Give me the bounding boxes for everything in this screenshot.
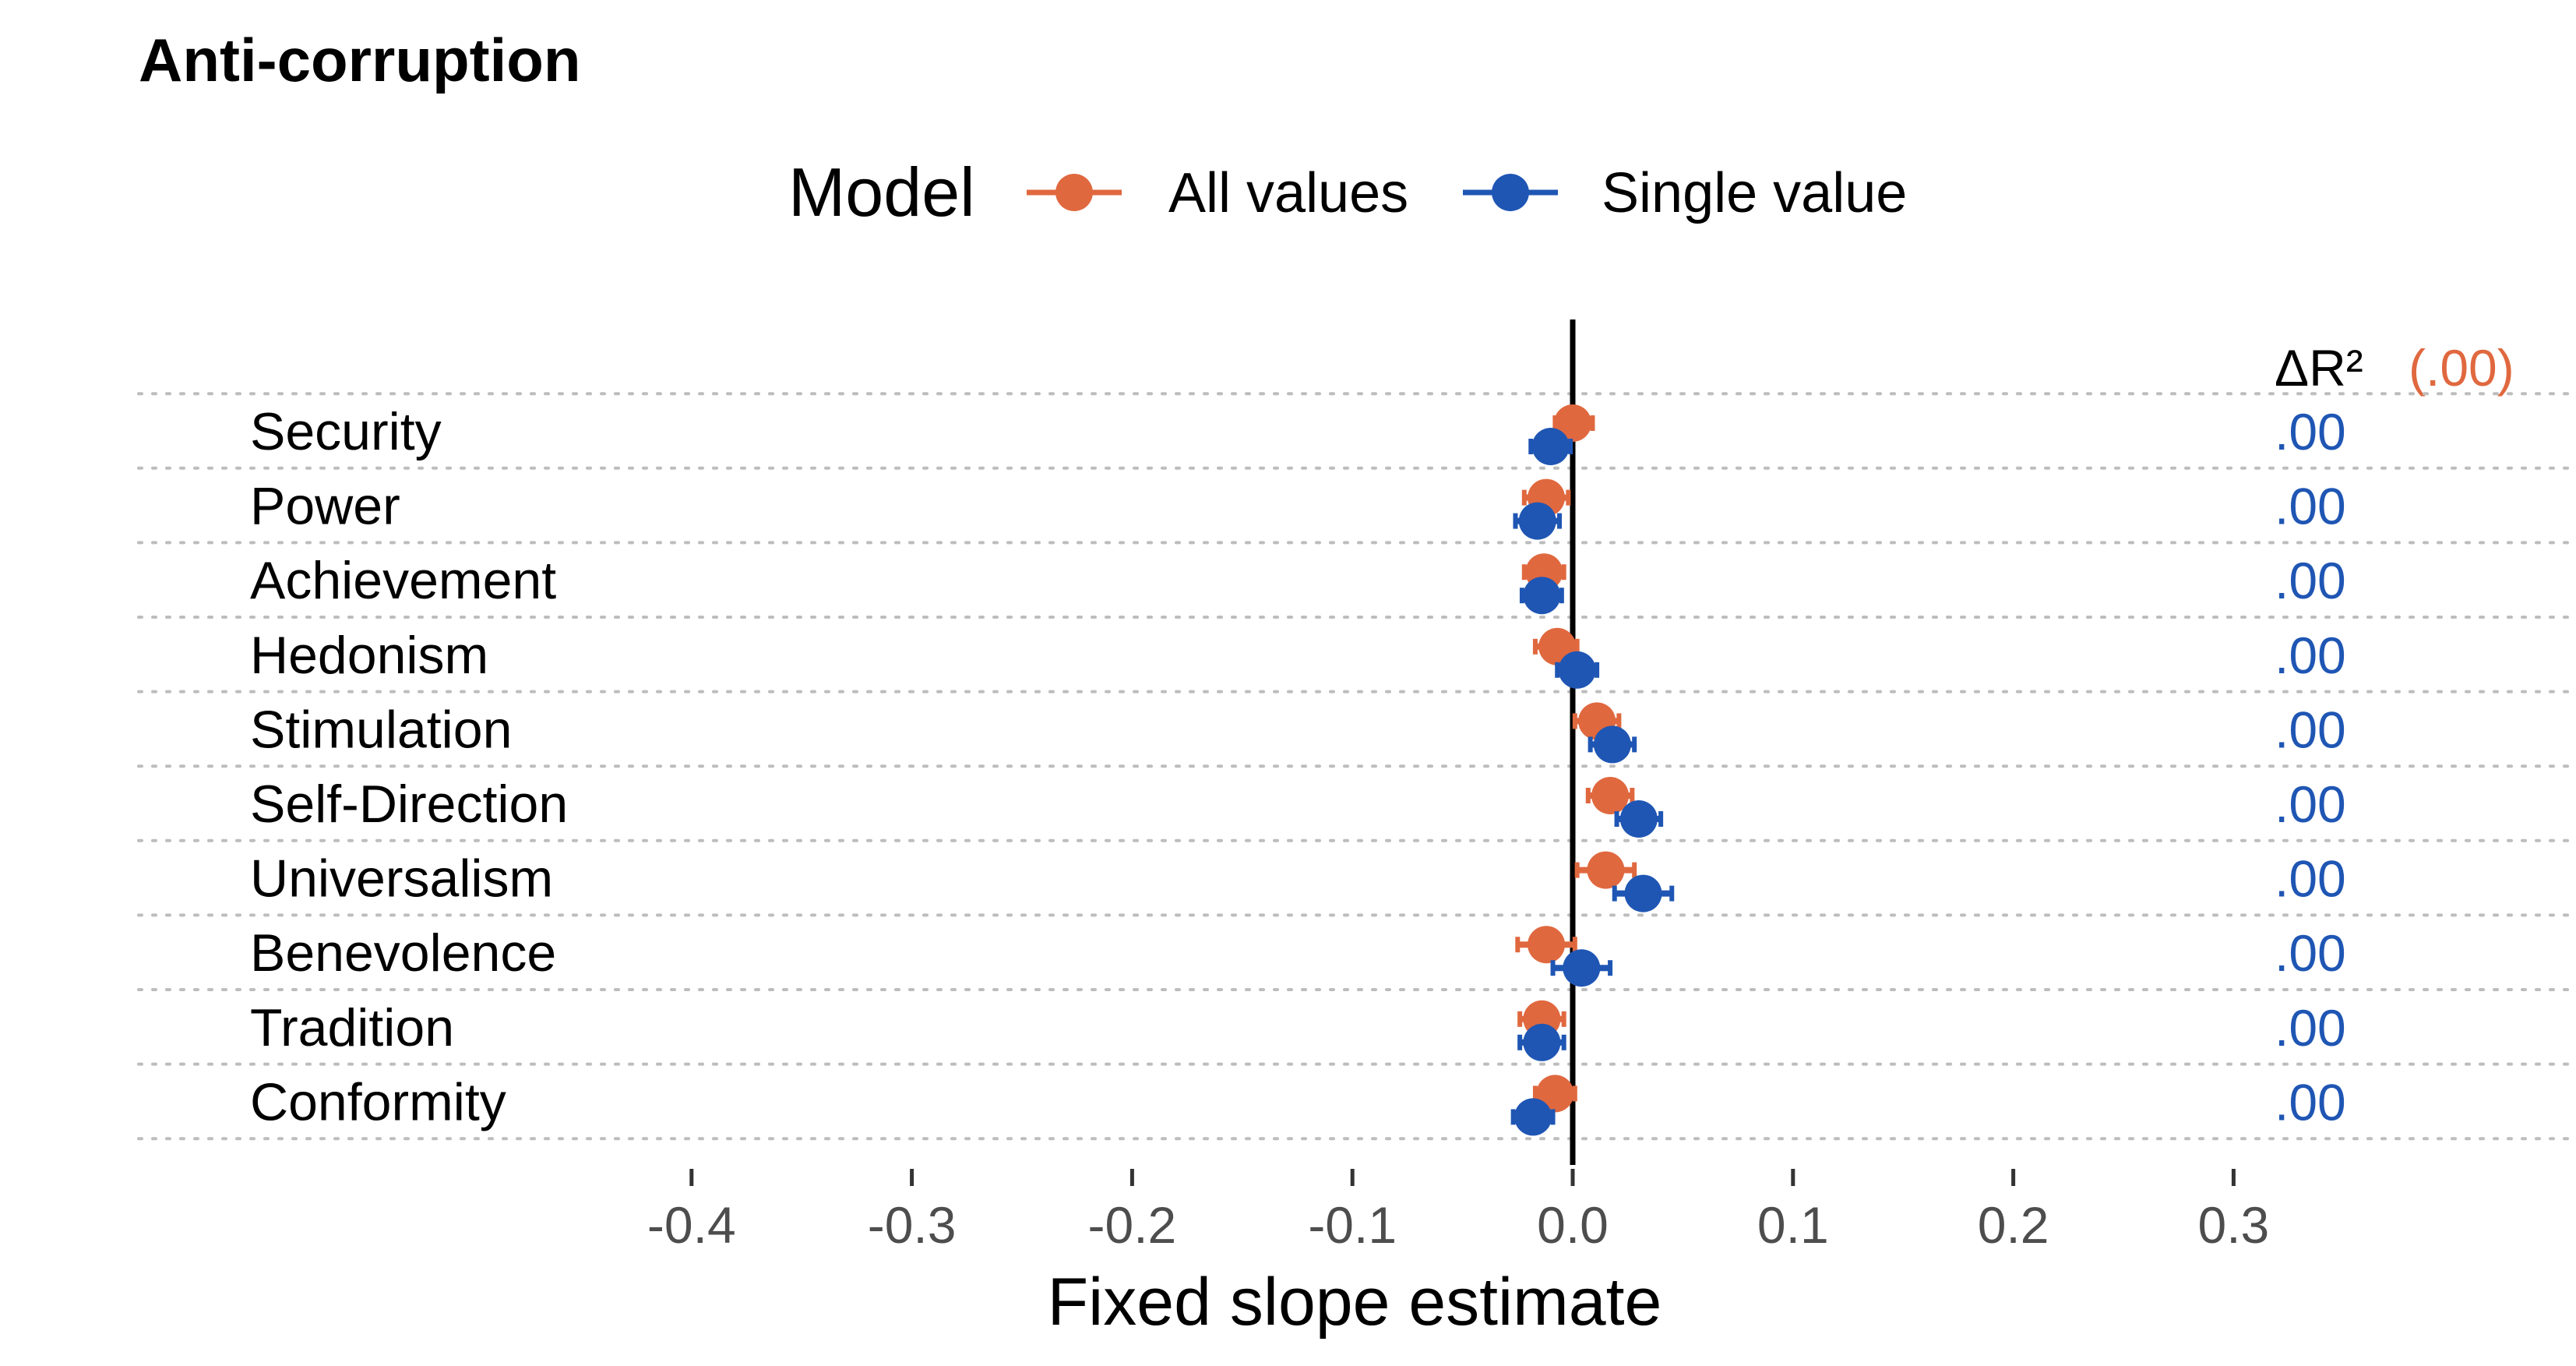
- x-tick-label: 0.1: [1757, 1196, 1829, 1254]
- single-value-point: [1531, 428, 1570, 465]
- category-label: Self-Direction: [250, 775, 568, 834]
- delta-r2-value: .00: [2275, 1073, 2346, 1131]
- single-value-point: [1558, 651, 1596, 689]
- x-axis: -0.4 -0.3 -0.2 -0.1 0.0 0.1 0.2 0.3: [647, 1169, 2269, 1254]
- category-label: Security: [250, 402, 442, 461]
- legend-single-value-marker: [1492, 174, 1529, 211]
- delta-r2-value: .00: [2275, 552, 2346, 609]
- single-value-point: [1523, 577, 1561, 615]
- single-value-point: [1619, 800, 1658, 838]
- x-axis-title: Fixed slope estimate: [1048, 1265, 1662, 1340]
- all-values-point: [1536, 1075, 1574, 1113]
- x-tick-label: 0.2: [1978, 1196, 2049, 1254]
- delta-r2-value: .00: [2275, 627, 2346, 684]
- x-tick-label: -0.1: [1308, 1196, 1397, 1254]
- category-label: Tradition: [250, 998, 454, 1057]
- all-values-point: [1587, 851, 1625, 889]
- single-value-point: [1624, 874, 1662, 912]
- delta-r2-value: .00: [2275, 850, 2346, 908]
- delta-r2-value: .00: [2275, 775, 2346, 833]
- all-values-point: [1528, 926, 1566, 964]
- x-tick-label: 0.0: [1537, 1196, 1609, 1254]
- single-value-point: [1518, 502, 1556, 540]
- legend-single-value-label: Single value: [1602, 162, 1907, 224]
- single-value-point: [1514, 1098, 1552, 1136]
- x-tick-label: 0.3: [2198, 1196, 2270, 1254]
- category-label: Universalism: [250, 849, 553, 909]
- delta-r2-value: .00: [2275, 701, 2346, 758]
- delta-r2-all-values: (.00): [2409, 339, 2514, 397]
- category-label: Hedonism: [250, 626, 488, 685]
- legend: Model All values Single value: [788, 154, 1907, 231]
- single-value-point: [1563, 949, 1601, 987]
- category-label: Achievement: [250, 551, 556, 610]
- single-value-point: [1593, 725, 1631, 764]
- single-value-point: [1523, 1023, 1561, 1061]
- category-labels: Security Power Achievement Hedonism Stimulat…: [250, 402, 568, 1131]
- legend-all-values-label: All values: [1168, 162, 1408, 224]
- delta-r2-header: ΔR² (.00): [2275, 339, 2514, 397]
- estimates: [1510, 404, 1675, 1136]
- delta-r2-values: .00 .00 .00 .00 .00 .00 .00 .00 .00 .00: [2275, 403, 2346, 1131]
- delta-r2-value: .00: [2275, 478, 2346, 535]
- x-tick-label: -0.4: [647, 1196, 736, 1254]
- category-label: Benevolence: [250, 923, 556, 983]
- category-label: Power: [250, 477, 400, 536]
- delta-r2-value: .00: [2275, 403, 2346, 461]
- chart-title: Anti-corruption: [139, 26, 581, 94]
- all-values-point: [1554, 404, 1591, 442]
- x-tick-label: -0.3: [868, 1196, 957, 1254]
- delta-r2-value: .00: [2275, 924, 2346, 982]
- x-tick-label: -0.2: [1088, 1196, 1177, 1254]
- category-label: Conformity: [250, 1072, 506, 1131]
- legend-title: Model: [788, 154, 975, 231]
- delta-r2-value: .00: [2275, 999, 2346, 1057]
- delta-r2-header-label: ΔR²: [2275, 339, 2363, 397]
- category-label: Stimulation: [250, 700, 512, 759]
- legend-all-values-marker: [1055, 174, 1093, 211]
- all-values-point: [1591, 777, 1630, 814]
- gridlines: [137, 392, 2572, 1141]
